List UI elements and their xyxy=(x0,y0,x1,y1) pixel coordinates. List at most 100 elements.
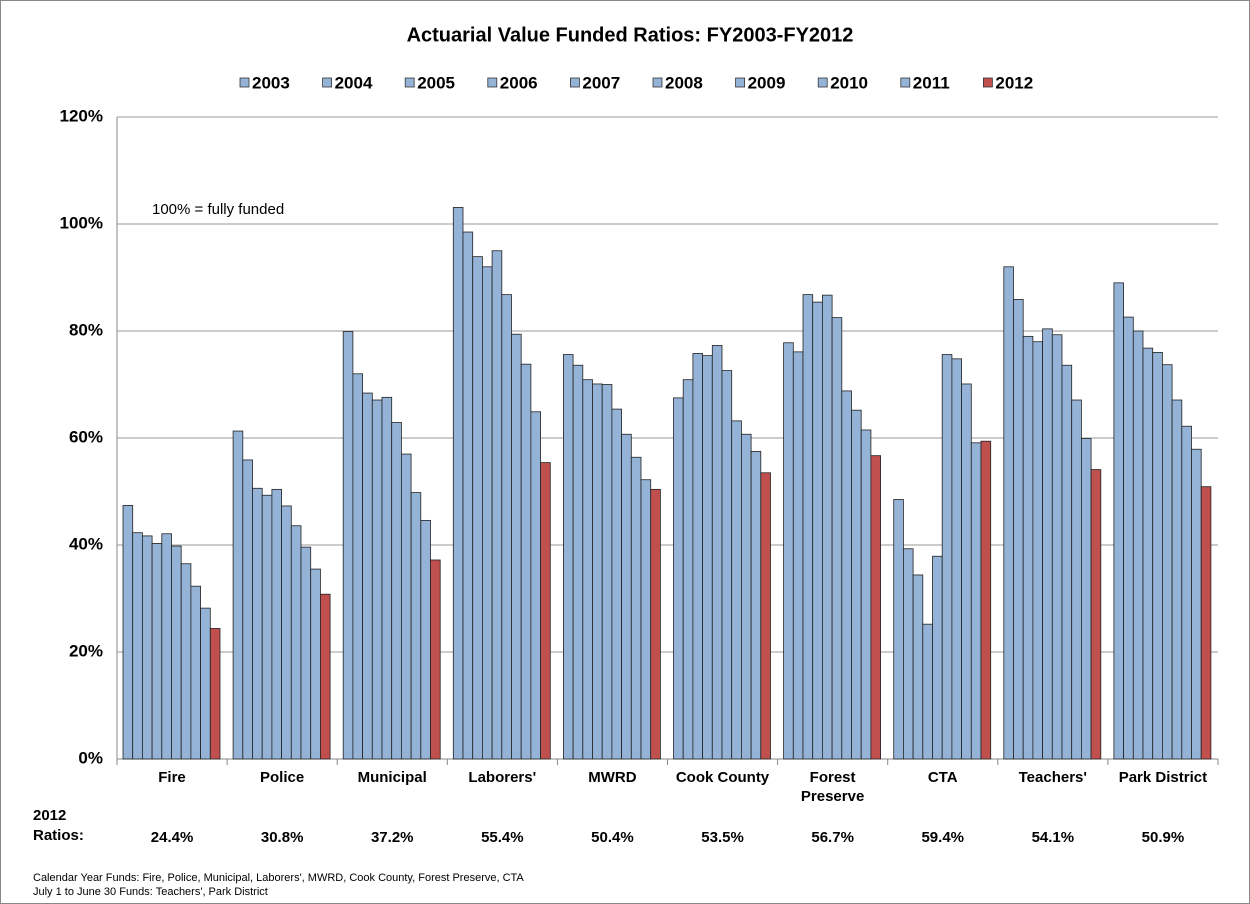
annotation: 100% = fully funded xyxy=(152,201,284,218)
bar xyxy=(1181,425,1192,760)
bar xyxy=(1142,347,1154,760)
ratio-label: 59.4% xyxy=(921,829,964,846)
bar xyxy=(812,301,823,760)
chart-title: Actuarial Value Funded Ratios: FY2003-FY… xyxy=(407,24,854,46)
bar xyxy=(132,532,143,760)
bar xyxy=(491,250,503,760)
bar xyxy=(741,433,752,760)
bar xyxy=(252,487,263,760)
bar xyxy=(1123,316,1134,760)
ratio-label: 50.4% xyxy=(591,829,634,846)
legend-label: 2008 xyxy=(665,73,703,92)
bar xyxy=(472,256,483,760)
bar xyxy=(841,390,852,760)
bar xyxy=(640,479,652,760)
bar xyxy=(151,542,163,760)
x-tick-label: Teachers' xyxy=(1018,769,1087,786)
bar xyxy=(851,409,862,760)
legend-label: 2011 xyxy=(913,73,950,92)
bar xyxy=(430,559,441,760)
bar xyxy=(511,333,522,760)
bar xyxy=(630,456,642,760)
bar xyxy=(702,355,713,760)
bar xyxy=(621,433,632,760)
legend-swatch xyxy=(900,77,911,88)
bar xyxy=(1191,448,1202,760)
legend-label: 2004 xyxy=(335,73,373,92)
legend-swatch xyxy=(983,77,993,88)
bar xyxy=(692,353,704,760)
bar xyxy=(870,455,882,760)
bar xyxy=(141,535,153,760)
bar xyxy=(420,519,431,760)
ratio-label: 56.7% xyxy=(811,829,854,846)
bar xyxy=(200,607,211,760)
ratio-label: 30.8% xyxy=(261,829,304,846)
bar xyxy=(1061,364,1073,760)
bar xyxy=(1051,334,1063,760)
ratio-label: 54.1% xyxy=(1032,829,1075,846)
bar xyxy=(520,363,532,760)
bar xyxy=(342,331,354,760)
bar xyxy=(792,351,804,760)
y-tick-label: 40% xyxy=(69,534,103,553)
bar xyxy=(232,430,244,760)
bar xyxy=(242,459,253,760)
bar xyxy=(783,342,794,760)
bar xyxy=(310,568,321,760)
bar xyxy=(300,546,312,760)
bar xyxy=(860,429,872,760)
bar xyxy=(1042,328,1053,760)
bar xyxy=(190,585,201,760)
bar xyxy=(673,397,684,760)
bar xyxy=(1152,351,1163,760)
bar xyxy=(1171,399,1183,760)
bar xyxy=(540,462,551,760)
ratio-label: 53.5% xyxy=(701,829,744,846)
bar xyxy=(501,294,512,760)
bar xyxy=(1113,282,1125,760)
bar xyxy=(1081,438,1092,760)
x-tick-label: Forest Preserve xyxy=(800,769,865,805)
bar xyxy=(563,354,574,760)
bar xyxy=(281,505,292,760)
bar xyxy=(319,593,331,760)
legend-label: 2007 xyxy=(582,73,620,92)
bar xyxy=(261,494,273,760)
bar xyxy=(961,383,972,760)
bar xyxy=(290,525,302,760)
bar xyxy=(161,533,172,760)
bar xyxy=(1003,266,1014,760)
bar xyxy=(760,472,771,760)
bar xyxy=(750,450,762,760)
legend-swatch xyxy=(652,77,663,88)
bar xyxy=(941,354,953,760)
x-tick-label: CTA xyxy=(927,769,958,786)
bar xyxy=(831,317,843,760)
bar xyxy=(980,440,992,760)
legend-label: 2009 xyxy=(748,73,786,92)
bar xyxy=(682,379,694,760)
bar xyxy=(922,623,933,760)
bar xyxy=(271,488,282,760)
bar xyxy=(209,628,221,760)
bar xyxy=(352,373,363,760)
y-tick-label: 120% xyxy=(60,106,103,125)
legend-swatch xyxy=(487,77,498,88)
bar xyxy=(822,294,833,760)
bar xyxy=(171,545,182,760)
bar xyxy=(1071,399,1082,760)
legend-swatch xyxy=(735,77,745,88)
ratio-label: 37.2% xyxy=(371,829,414,846)
bar xyxy=(400,453,412,760)
legend-swatch xyxy=(239,77,250,88)
bar xyxy=(802,294,814,760)
footnote: Calendar Year Funds: Fire, Police, Munic… xyxy=(33,872,524,884)
bar xyxy=(1013,299,1024,760)
bar xyxy=(1162,364,1173,760)
legend-label: 2005 xyxy=(417,73,455,92)
ratio-label: 50.9% xyxy=(1142,829,1185,846)
bar xyxy=(951,358,963,760)
x-tick-label: Fire xyxy=(158,769,186,786)
bar xyxy=(572,364,584,760)
